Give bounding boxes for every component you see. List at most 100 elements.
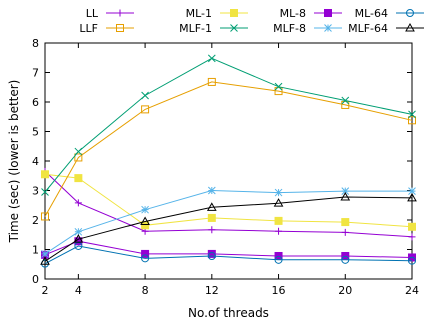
data-point (116, 24, 124, 32)
series-mlf-64 (40, 191, 417, 265)
plot-frame (44, 42, 413, 280)
series-line (44, 81, 413, 217)
data-point (408, 116, 416, 125)
data-point (41, 250, 49, 258)
data-point (73, 234, 84, 243)
data-point (74, 174, 83, 183)
y-tick-label: 7 (32, 67, 39, 80)
data-point (274, 188, 283, 197)
data-point (406, 9, 414, 17)
data-point (207, 77, 216, 86)
y-tick-label: 4 (32, 155, 39, 168)
data-point (407, 192, 417, 202)
series-ll (41, 167, 416, 241)
x-tick-label: 12 (205, 284, 219, 297)
y-tick-label: 5 (32, 126, 39, 139)
legend-item: LL (86, 7, 134, 20)
legend-label: ML-64 (355, 7, 388, 20)
legend-label: ML-1 (186, 7, 212, 20)
y-axis: 0 1 2 3 4 5 6 7 8 (32, 37, 412, 286)
x-axis-label: No.of threads (188, 306, 269, 320)
x-tick-label: 20 (338, 284, 352, 297)
data-point (274, 82, 283, 91)
data-point (141, 91, 149, 100)
x-tick-label: 4 (75, 284, 82, 297)
x-tick-label: 2 (42, 284, 49, 297)
series-line (44, 189, 412, 255)
data-point (141, 221, 150, 230)
data-point (41, 170, 49, 179)
data-point (340, 191, 351, 201)
legend-item: MLF-64 (348, 22, 424, 35)
data-point (74, 199, 82, 207)
legend: LL ML-1 ML-8 ML-64 LLF MLF-1 MLF-8 MLF-64 (79, 7, 424, 35)
legend-label: LLF (79, 22, 98, 35)
data-point (140, 216, 150, 225)
data-point (40, 256, 50, 265)
data-point (230, 9, 238, 17)
series-line (44, 57, 413, 193)
data-point (408, 110, 416, 119)
data-point (207, 249, 216, 258)
y-tick-label: 3 (32, 185, 39, 198)
data-point (207, 213, 216, 222)
legend-label: MLF-64 (348, 22, 388, 35)
data-point (116, 9, 124, 17)
y-tick-label: 1 (32, 244, 39, 257)
y-tick-label: 0 (32, 273, 39, 286)
data-point (273, 198, 284, 207)
data-point (207, 186, 216, 195)
legend-item: ML-1 (186, 7, 248, 20)
data-point (208, 226, 216, 234)
series-mlf-1 (41, 54, 416, 196)
data-point (405, 22, 415, 32)
series-llf (41, 77, 416, 221)
x-tick-label: 16 (272, 284, 286, 297)
series-layer (40, 54, 417, 268)
data-point (275, 227, 283, 235)
x-tick-label: 24 (405, 284, 419, 297)
series-mlf-8 (41, 186, 416, 258)
legend-item: ML-8 (280, 7, 342, 20)
x-tick-label: 8 (142, 284, 149, 297)
data-point (207, 251, 216, 260)
legend-label: ML-8 (280, 7, 306, 20)
series-line (44, 173, 413, 228)
data-point (324, 9, 332, 17)
data-point (324, 24, 332, 32)
series-line (44, 170, 413, 238)
series-ml-1 (41, 170, 416, 231)
legend-item: MLF-1 (179, 22, 248, 35)
data-point (74, 147, 83, 156)
y-tick-label: 8 (32, 37, 39, 50)
data-point (341, 228, 349, 236)
data-point (74, 227, 83, 236)
y-tick-label: 2 (32, 214, 39, 227)
data-point (274, 255, 283, 264)
legend-item: ML-64 (355, 7, 424, 20)
data-point (141, 254, 150, 263)
data-point (41, 188, 49, 196)
data-point (341, 96, 350, 105)
data-point (141, 249, 150, 258)
data-point (207, 54, 216, 63)
data-point (274, 87, 283, 96)
series-line (44, 245, 413, 265)
x-axis: 2 4 8 12 16 20 24 (42, 43, 419, 297)
data-point (74, 153, 83, 162)
y-axis-label: Time (sec) (lower is better) (7, 80, 21, 244)
data-point (41, 212, 49, 221)
data-point (408, 222, 416, 231)
legend-item: MLF-8 (273, 22, 342, 35)
data-point (141, 105, 150, 114)
data-point (206, 202, 217, 211)
legend-label: MLF-8 (273, 22, 306, 35)
series-line (44, 196, 413, 262)
data-point (341, 218, 350, 227)
data-point (230, 24, 238, 32)
data-point (408, 256, 416, 265)
legend-label: MLF-1 (179, 22, 212, 35)
series-line (44, 240, 413, 258)
data-point (274, 216, 283, 225)
